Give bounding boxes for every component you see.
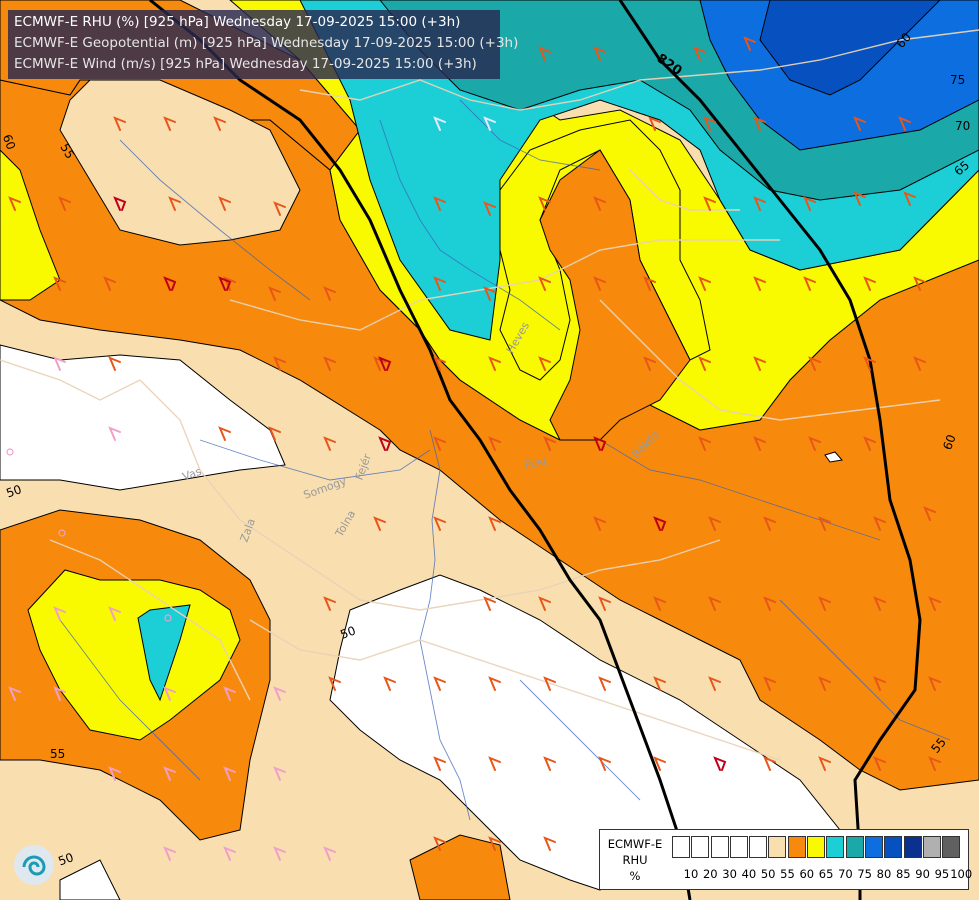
ecmwf-logo-icon	[14, 845, 54, 885]
legend-swatch	[787, 836, 806, 858]
legend-variable: RHU	[622, 853, 648, 867]
humidity-70-island	[137, 604, 191, 702]
contour-label: 70	[955, 119, 970, 133]
color-legend: ECMWF-E RHU % 10 20 30 40 50 55 60 65 70 75 80 85 90…	[599, 829, 972, 890]
map-title-block: ECMWF-E RHU (%) [925 hPa] Wednesday 17-0…	[8, 10, 519, 79]
humidity-50-area-corner	[59, 859, 121, 900]
legend-ticks: 10 20 30 40 50 55 60 65 70 75 80 85 90 95 100	[672, 867, 972, 883]
border-lines	[0, 29, 979, 761]
legend-tick-label: 65	[818, 867, 834, 881]
legend-tick-label: 85	[895, 867, 911, 881]
legend-tick-label: 70	[838, 867, 853, 881]
legend-swatch	[768, 836, 787, 858]
legend-swatch	[807, 836, 826, 858]
title-humidity: ECMWF-E RHU (%) [925 hPa] Wednesday 17-0…	[14, 14, 461, 30]
legend-swatch	[903, 836, 922, 858]
humidity-50-dot	[824, 451, 843, 463]
legend-tick-label: 55	[780, 867, 795, 881]
contour-label: 60	[0, 132, 18, 151]
humidity-55-patch-northwest	[59, 79, 301, 246]
legend-tick-label: 50	[760, 867, 776, 881]
title-geopotential: ECMWF-E Geopotential (m) [925 hPa] Wedne…	[14, 35, 519, 51]
legend-swatch	[922, 836, 941, 858]
legend-swatch	[845, 836, 864, 858]
legend-tick-label: 95	[934, 867, 950, 881]
legend-tick-label: 30	[722, 867, 737, 881]
legend-swatch	[729, 836, 748, 858]
humidity-50-area-west	[0, 344, 286, 491]
legend-tick-label: 75	[857, 867, 873, 881]
contour-label: 55	[50, 747, 65, 761]
geopotential-contour-west	[149, 0, 692, 900]
station-markers	[6, 448, 172, 622]
humidity-60-patch	[409, 834, 511, 900]
legend-tick-label: 60	[799, 867, 815, 881]
legend-label: ECMWF-E RHU %	[604, 836, 666, 884]
legend-tick-label: 80	[876, 867, 892, 881]
contour-label: 60	[940, 433, 958, 452]
legend-swatches	[672, 836, 961, 858]
river-network	[59, 99, 951, 821]
legend-tick-label: 90	[915, 867, 930, 881]
contour-label: 75	[950, 73, 965, 87]
legend-swatch	[884, 836, 903, 858]
contour-label: 50	[56, 850, 75, 868]
region-label: Pest	[523, 455, 549, 472]
legend-swatch	[749, 836, 768, 858]
geopotential-contour-east	[618, 0, 922, 900]
legend-model: ECMWF-E	[607, 837, 663, 851]
legend-swatch	[672, 836, 690, 858]
wind-barbs	[8, 36, 941, 861]
legend-tick-label: 10	[683, 867, 699, 881]
region-label: Vas	[181, 465, 204, 484]
legend-swatch	[710, 836, 729, 858]
legend-unit: %	[629, 869, 641, 883]
contour-label: 50	[338, 623, 357, 641]
legend-tick-label: 40	[741, 867, 757, 881]
legend-swatch	[826, 836, 845, 858]
legend-tick-label: 20	[702, 867, 718, 881]
humidity-60-tongue	[539, 149, 691, 441]
title-wind: ECMWF-E Wind (m/s) [925 hPa] Wednesday 1…	[14, 56, 477, 72]
legend-swatch	[942, 836, 961, 858]
legend-swatch	[864, 836, 883, 858]
legend-swatch	[691, 836, 710, 858]
contour-label: 55	[57, 141, 77, 161]
humidity-85-area	[759, 0, 941, 96]
legend-tick-label: 100	[950, 867, 973, 881]
contour-label: 50	[4, 482, 23, 500]
